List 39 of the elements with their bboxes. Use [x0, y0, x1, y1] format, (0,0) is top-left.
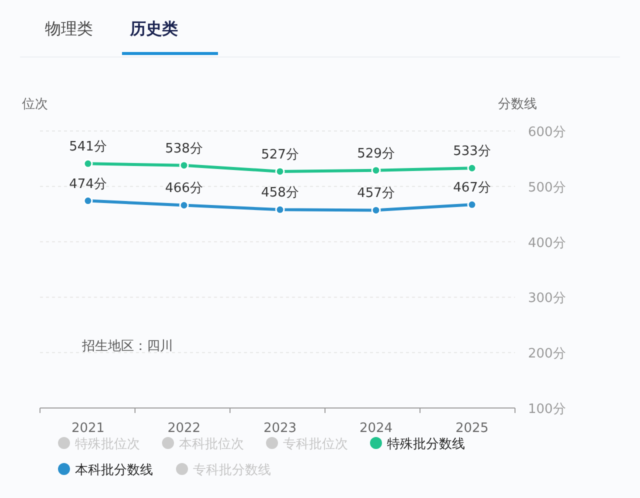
legend-label: 本科批位次	[179, 437, 244, 452]
x-tick-label: 2025	[455, 421, 489, 436]
text: 历史类	[129, 19, 178, 38]
annotation: 招生地区：四川	[81, 339, 173, 354]
point	[83, 158, 93, 168]
data-label: 474分	[69, 176, 107, 192]
legend-label: 特殊批位次	[75, 437, 140, 452]
data-label: 466分	[165, 181, 203, 196]
data-label: 457分	[357, 186, 395, 202]
y-tick-label: 300分	[528, 291, 566, 306]
y-tick-label: 400分	[528, 236, 566, 251]
text: 位次	[22, 97, 48, 112]
x-tick-label: 2022	[167, 421, 201, 436]
y-axis-title: 分数线	[498, 97, 537, 112]
point	[467, 200, 477, 210]
data-label: 527分	[261, 147, 299, 162]
data-label: 458分	[261, 186, 299, 201]
x-tick-label: 2021	[71, 421, 105, 436]
y-tick-label: 500分	[528, 180, 566, 196]
data-label: 541分	[69, 140, 107, 155]
y-tick-label: 600分	[528, 125, 566, 140]
point	[275, 166, 285, 176]
data-label: 533分	[453, 144, 491, 160]
y-tick-label: 100分	[528, 402, 566, 417]
legend-label: 本科批分数线	[75, 463, 153, 478]
legend-label: 专科批位次	[283, 437, 348, 452]
legend-label: 特殊批分数线	[387, 437, 465, 452]
x-tick-label: 2023	[263, 421, 297, 436]
legend-label: 专科批分数线	[193, 463, 271, 478]
y-tick-label: 200分	[528, 346, 566, 362]
point	[467, 163, 477, 173]
point	[371, 166, 381, 176]
point	[179, 160, 189, 170]
point	[275, 204, 285, 214]
data-label: 467分	[453, 180, 491, 196]
data-label: 529分	[357, 146, 395, 162]
text: 物理类	[45, 19, 93, 38]
data-label: 538分	[165, 141, 203, 156]
x-tick-label: 2024	[359, 421, 393, 436]
